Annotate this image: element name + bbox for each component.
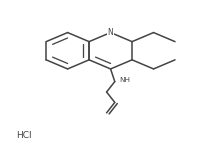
Text: N: N bbox=[108, 28, 114, 37]
Text: HCl: HCl bbox=[16, 131, 32, 140]
Text: NH: NH bbox=[119, 77, 130, 83]
